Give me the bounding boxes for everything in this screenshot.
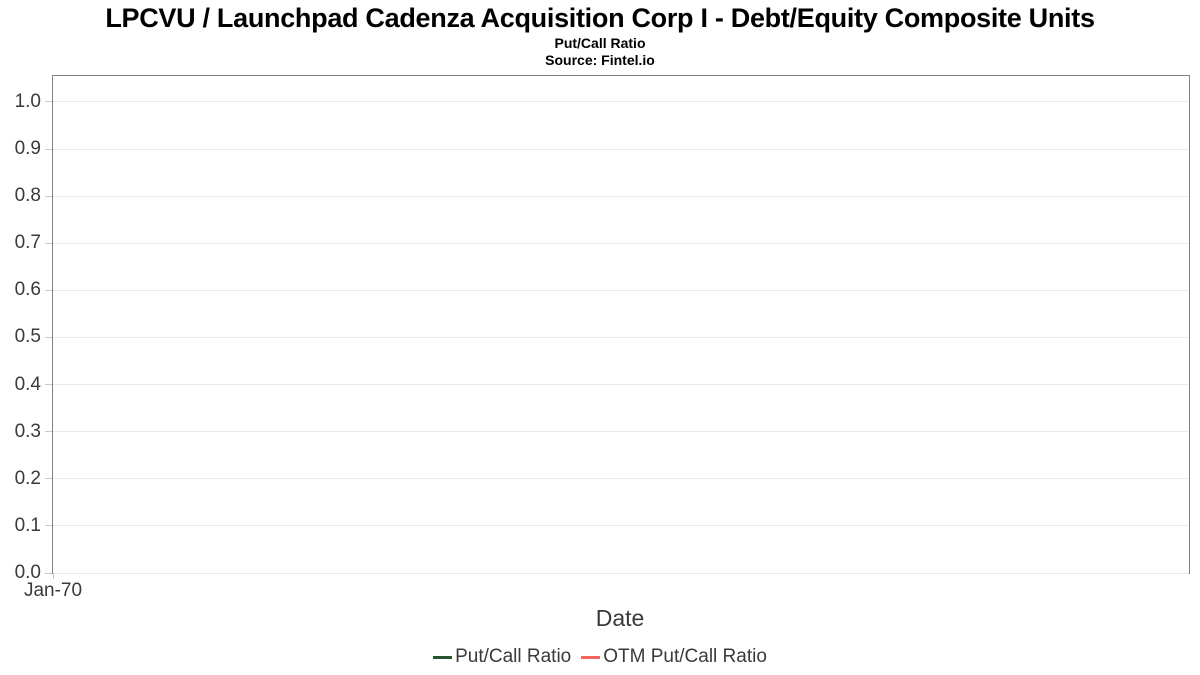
- plot-gridline: [53, 572, 1189, 574]
- legend-item: OTM Put/Call Ratio: [581, 646, 767, 668]
- plot-gridline: [53, 148, 1189, 150]
- y-axis-tick: [44, 101, 52, 103]
- y-axis-tick: [44, 572, 52, 574]
- y-axis-tick-label: 0.6: [14, 279, 41, 301]
- chart-subtitle: Put/Call Ratio: [554, 35, 646, 51]
- y-axis-tick: [44, 431, 52, 433]
- x-axis-tick-label: Jan-70: [23, 580, 83, 601]
- legend-label: OTM Put/Call Ratio: [603, 646, 767, 667]
- y-axis-tick-label: 0.7: [14, 232, 41, 254]
- plot-gridline: [53, 384, 1189, 386]
- y-axis-tick: [44, 195, 52, 197]
- y-axis-tick-label: 0.3: [14, 420, 41, 442]
- y-axis-tick: [44, 384, 52, 386]
- y-axis-tick: [44, 242, 52, 244]
- y-axis-tick-label: 0.8: [14, 185, 41, 207]
- chart-title: LPCVU / Launchpad Cadenza Acquisition Co…: [105, 3, 1095, 33]
- plot-gridline: [53, 431, 1189, 433]
- plot-gridline: [53, 478, 1189, 480]
- y-axis-tick-label: 1.0: [14, 90, 41, 112]
- y-axis-tick-label: 0.1: [14, 514, 41, 536]
- plot-gridline: [53, 525, 1189, 527]
- legend-label: Put/Call Ratio: [455, 646, 572, 667]
- chart-source-label: Source: Fintel.io: [545, 52, 655, 68]
- legend-line-marker: [581, 655, 601, 659]
- y-axis-tick-label: 0.9: [14, 138, 41, 160]
- legend-item: Put/Call Ratio: [433, 646, 571, 668]
- legend: Put/Call Ratio OTM Put/Call Ratio: [0, 646, 1200, 668]
- y-axis-tick-label: 0.5: [14, 326, 41, 348]
- y-axis-tick-label: 0.0: [14, 562, 41, 583]
- y-axis-tick: [44, 525, 52, 527]
- plot-gridline: [53, 336, 1189, 338]
- x-axis-tick: [53, 573, 54, 579]
- plot-gridline: [53, 242, 1189, 244]
- plot-gridline: [53, 195, 1189, 197]
- y-axis-tick: [44, 336, 52, 338]
- y-axis-tick-label: 0.4: [14, 373, 41, 395]
- x-axis-title: Date: [595, 605, 645, 631]
- y-axis-tick: [44, 289, 52, 291]
- y-axis-tick: [44, 478, 52, 480]
- y-axis-tick-label: 0.2: [14, 467, 41, 489]
- legend-line-marker: [433, 655, 453, 659]
- plot-area: 0.0 0.1 0.2 0.3 0.4 0.5 0.6 0.7 0.8 0.9 1.0 Jan-70: [15, 75, 1190, 601]
- plot-gridline: [53, 101, 1189, 103]
- plot-gridline: [53, 289, 1189, 291]
- y-axis-tick: [44, 148, 52, 150]
